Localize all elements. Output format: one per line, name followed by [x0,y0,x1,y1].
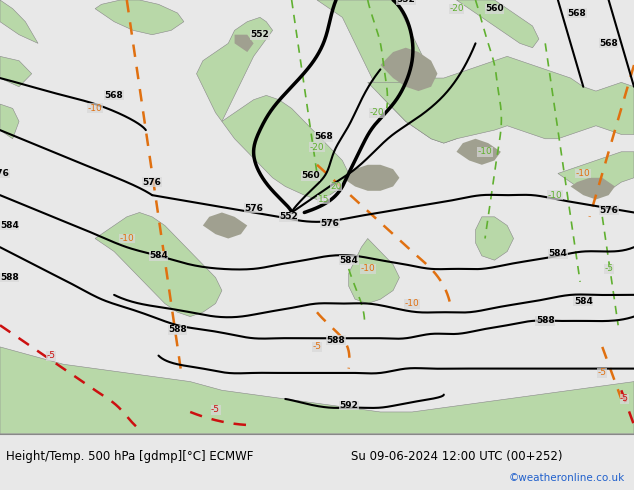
Text: -10: -10 [404,299,420,308]
Text: -20: -20 [370,108,385,117]
Text: -5: -5 [598,368,607,377]
Polygon shape [456,0,539,48]
Text: -10: -10 [119,234,134,243]
Text: -10: -10 [87,104,103,113]
Polygon shape [380,48,437,91]
Polygon shape [558,152,634,195]
Polygon shape [222,96,349,199]
Polygon shape [317,0,476,143]
Polygon shape [0,104,19,139]
Text: 552: 552 [250,30,269,39]
Polygon shape [203,213,247,239]
Text: 576: 576 [143,178,162,187]
Text: 576: 576 [244,204,263,213]
Text: 576: 576 [599,206,618,215]
Polygon shape [456,139,501,165]
Text: -5: -5 [46,351,55,360]
Text: 588: 588 [327,336,346,345]
Text: 584: 584 [339,256,358,265]
Text: -5: -5 [604,265,613,273]
Polygon shape [342,165,399,191]
Text: 584: 584 [548,249,567,258]
Text: ©weatheronline.co.uk: ©weatheronline.co.uk [508,473,624,483]
Polygon shape [476,217,514,260]
Text: 560: 560 [301,171,320,180]
Text: 568: 568 [567,8,586,18]
Text: Su 09-06-2024 12:00 UTC (00+252): Su 09-06-2024 12:00 UTC (00+252) [351,450,562,463]
Polygon shape [0,0,38,43]
Polygon shape [0,56,32,87]
Polygon shape [235,35,254,52]
Text: 568: 568 [314,132,333,141]
Text: -10: -10 [360,265,375,273]
Text: 560: 560 [485,4,504,13]
Text: -10: -10 [477,147,493,156]
Text: -10: -10 [576,169,591,178]
Text: -5: -5 [620,394,629,403]
Polygon shape [0,347,634,434]
Text: 15: 15 [318,195,329,204]
Text: 584: 584 [0,221,19,230]
Text: 588: 588 [168,325,187,334]
Text: 588: 588 [536,317,555,325]
Polygon shape [368,56,634,143]
Polygon shape [349,239,399,303]
Text: 552: 552 [396,0,415,4]
Text: 568: 568 [599,39,618,48]
Text: 584: 584 [574,297,593,306]
Text: 588: 588 [0,273,19,282]
Text: -20: -20 [449,4,464,13]
Text: Height/Temp. 500 hPa [gdmp][°C] ECMWF: Height/Temp. 500 hPa [gdmp][°C] ECMWF [6,450,254,463]
Text: 20: 20 [330,182,342,191]
Polygon shape [95,213,222,317]
Text: -5: -5 [211,405,220,415]
Text: -5: -5 [313,343,321,351]
Text: 592: 592 [339,401,358,410]
Text: 576: 576 [320,219,339,228]
Text: -10: -10 [547,191,562,199]
Polygon shape [571,178,615,199]
Text: 584: 584 [149,251,168,260]
Text: -20: -20 [309,143,325,152]
Polygon shape [197,17,273,122]
Text: 568: 568 [105,91,124,100]
Polygon shape [95,0,184,35]
Text: 552: 552 [279,212,298,221]
Text: 576: 576 [0,169,10,178]
